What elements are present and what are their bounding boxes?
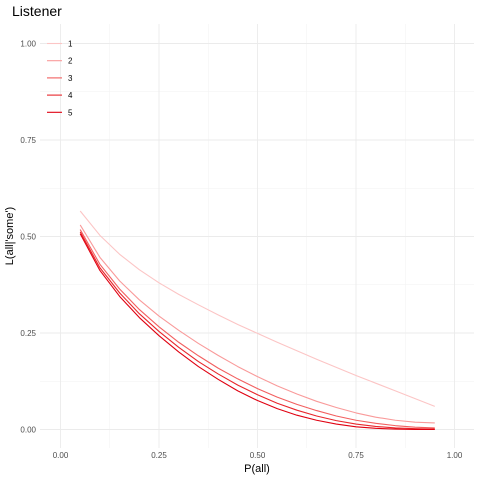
y-tick-label: 0.50 [20, 233, 36, 242]
series-lines [79, 210, 436, 431]
series-line-5 [79, 233, 435, 431]
legend-label: 1 [68, 40, 73, 49]
series-line-3 [79, 229, 435, 429]
y-tick-label: 0.75 [20, 136, 36, 145]
y-axis-title: L(all|'some') [4, 207, 16, 265]
series-line-4 [79, 231, 435, 430]
legend-label: 2 [68, 57, 73, 66]
x-tick-label: 1.00 [447, 451, 463, 460]
legend-item: 4 [47, 91, 73, 100]
series-line-2 [79, 224, 435, 424]
chart-title: Listener [12, 3, 62, 19]
legend: 1 2 3 4 5 [47, 40, 73, 117]
x-axis-title: P(all) [244, 463, 270, 475]
plot-grid [40, 24, 474, 448]
series-line-1 [79, 210, 436, 407]
legend-label: 4 [68, 91, 73, 100]
legend-item: 5 [47, 108, 73, 117]
x-tick-label: 0.25 [151, 451, 167, 460]
x-tick-label: 0.75 [348, 451, 364, 460]
x-tick-label: 0.00 [53, 451, 69, 460]
y-axis-ticks: 0.00 0.25 0.50 0.75 1.00 [20, 40, 36, 435]
legend-item: 1 [47, 40, 73, 49]
x-tick-label: 0.50 [250, 451, 266, 460]
y-tick-label: 0.25 [20, 329, 36, 338]
legend-label: 5 [68, 108, 73, 117]
x-axis-ticks: 0.00 0.25 0.50 0.75 1.00 [53, 451, 463, 460]
y-tick-label: 1.00 [20, 40, 36, 49]
legend-label: 3 [68, 74, 73, 83]
y-tick-label: 0.00 [20, 426, 36, 435]
legend-item: 3 [47, 74, 73, 83]
legend-item: 2 [47, 57, 73, 66]
